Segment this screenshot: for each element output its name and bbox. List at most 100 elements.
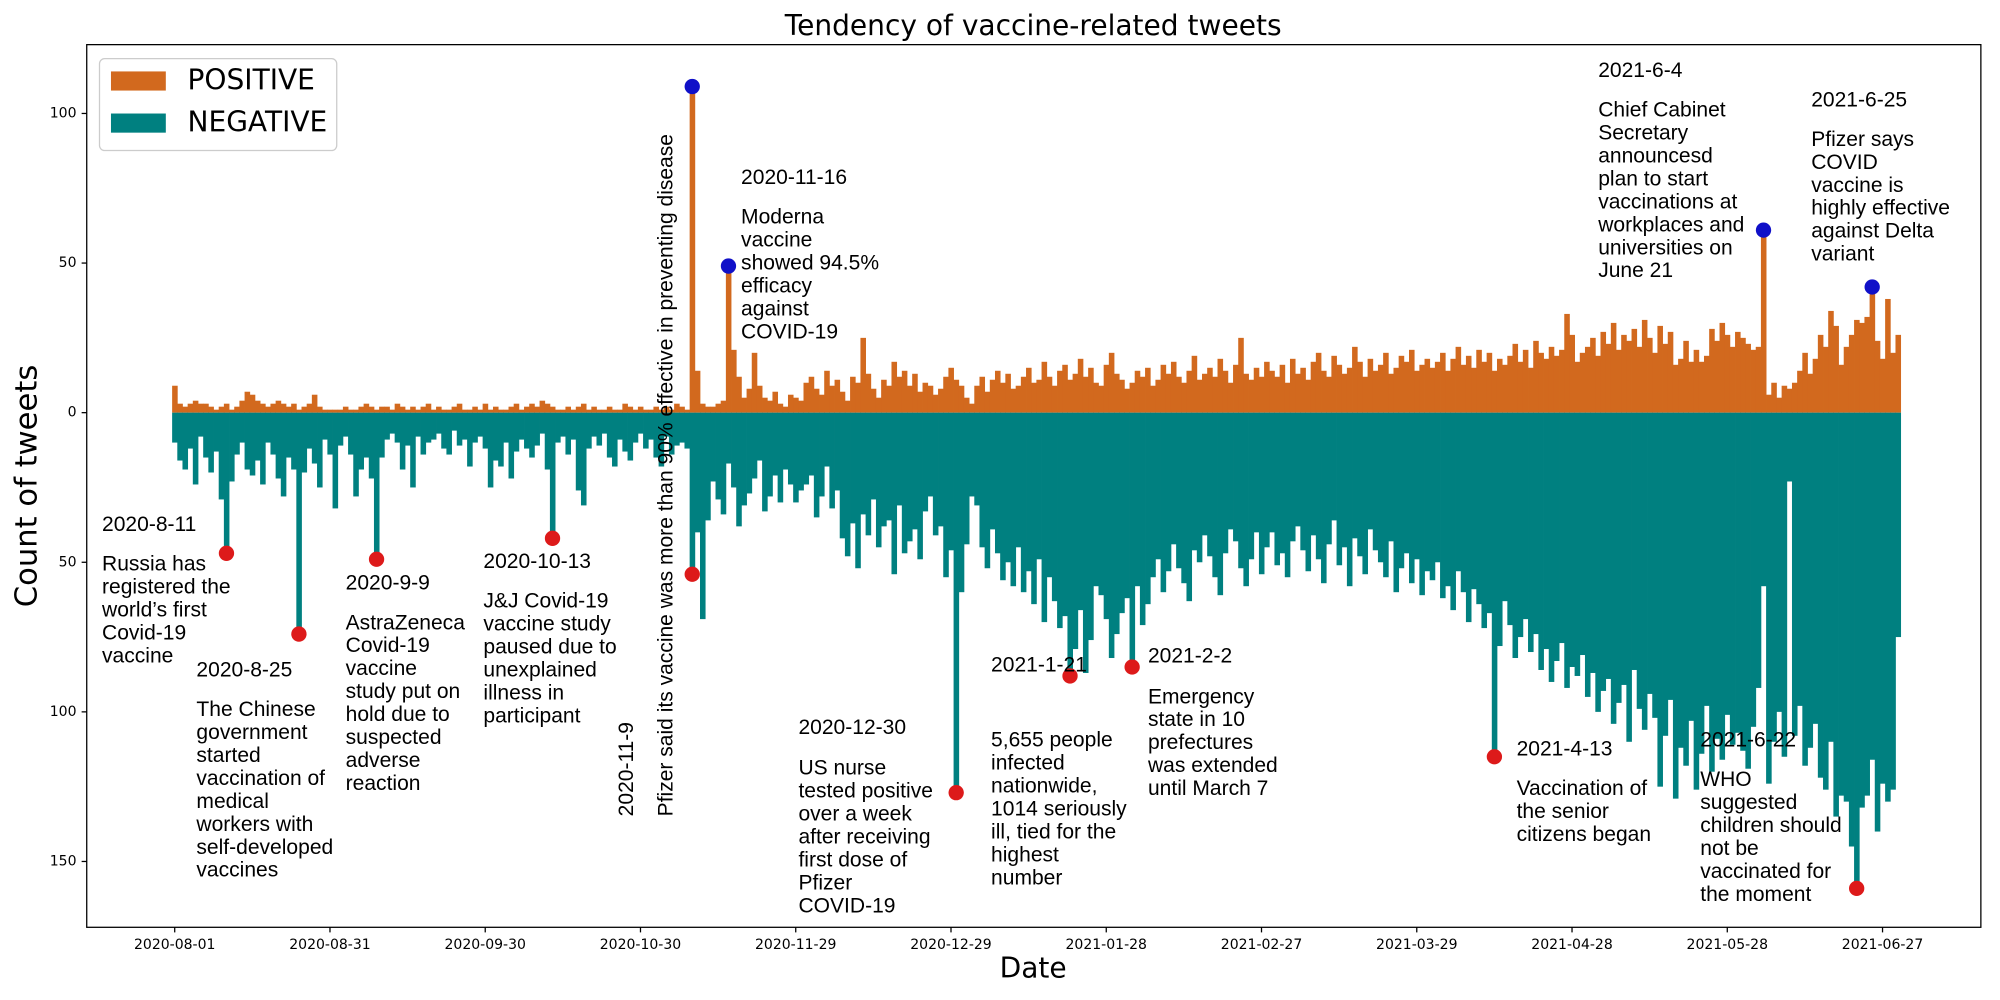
bar	[239, 400, 245, 413]
bar	[1098, 412, 1105, 596]
annotation-text: variant	[1811, 243, 1874, 266]
bar	[1321, 370, 1327, 413]
bar	[648, 412, 654, 440]
event-marker	[1486, 749, 1503, 765]
bar	[1057, 370, 1063, 413]
annotation-text: Chief Cabinet	[1598, 99, 1726, 122]
annotation-text: ill, tied for the	[991, 820, 1116, 843]
bar	[1289, 358, 1296, 413]
bar	[824, 370, 830, 413]
bar	[270, 412, 277, 455]
bar	[777, 403, 784, 413]
bar	[803, 412, 810, 485]
bar	[1543, 358, 1550, 413]
x-tick-label: 2021-02-27	[1221, 937, 1302, 953]
bar	[819, 412, 825, 497]
bar	[1709, 412, 1715, 772]
bar	[694, 370, 701, 413]
bar	[198, 403, 204, 413]
bar	[1626, 412, 1632, 742]
bar	[477, 412, 484, 437]
bar	[172, 412, 178, 443]
bar	[870, 412, 877, 500]
bar	[187, 412, 194, 449]
bar	[1848, 412, 1855, 847]
bar	[1134, 412, 1141, 587]
bar	[182, 406, 189, 413]
bar	[932, 412, 939, 536]
bar	[555, 409, 561, 413]
bar	[1641, 319, 1648, 413]
bar	[203, 412, 209, 458]
y-tick-label: 100	[50, 704, 77, 720]
bar	[342, 406, 349, 413]
bar	[451, 412, 458, 431]
bar	[969, 412, 975, 497]
bar	[782, 412, 789, 470]
bar	[886, 385, 892, 413]
bar	[1776, 412, 1783, 712]
y-tick-label: 100	[50, 105, 77, 121]
annotation-text: citizens began	[1517, 823, 1651, 846]
bar	[829, 385, 835, 413]
bar	[1310, 412, 1317, 536]
bar	[280, 412, 287, 497]
bar	[1662, 412, 1669, 736]
bar	[1616, 412, 1622, 703]
annotation-text: children should	[1700, 814, 1841, 837]
bar	[1046, 376, 1053, 413]
bar	[1305, 412, 1312, 572]
bar	[1745, 343, 1751, 413]
bar	[332, 409, 339, 413]
bar	[1134, 370, 1141, 413]
bar	[1258, 376, 1265, 413]
bar	[477, 409, 484, 413]
bar	[1414, 370, 1420, 413]
bar	[1838, 364, 1845, 413]
bar	[953, 379, 960, 413]
bar	[1859, 322, 1865, 413]
bar	[332, 412, 339, 509]
bar	[1553, 355, 1560, 413]
bar	[1419, 364, 1425, 413]
bar	[1522, 412, 1529, 620]
bar	[1823, 412, 1829, 790]
annotation-text: infected	[991, 752, 1065, 775]
bar	[1264, 412, 1270, 548]
legend-swatch	[110, 71, 166, 91]
bar	[637, 406, 644, 413]
bar	[989, 379, 996, 413]
bar	[317, 406, 323, 413]
bar	[948, 412, 954, 551]
bar	[891, 412, 898, 575]
bar	[834, 379, 841, 413]
bar	[1377, 412, 1384, 563]
bar	[984, 391, 991, 413]
bar	[1346, 412, 1353, 587]
bar	[1181, 382, 1187, 413]
bar	[762, 412, 768, 512]
bar	[1424, 358, 1431, 413]
bar	[1652, 412, 1658, 718]
bar	[1155, 379, 1161, 413]
event-marker	[1124, 659, 1140, 675]
bar	[1729, 412, 1736, 745]
bar	[1631, 412, 1638, 670]
bar	[963, 412, 970, 545]
bar	[534, 412, 540, 446]
bar	[1766, 394, 1772, 413]
bar	[1139, 376, 1146, 413]
bar	[1502, 364, 1508, 413]
bar	[751, 412, 758, 479]
bar	[1574, 412, 1581, 676]
bar	[285, 406, 292, 413]
bar	[1621, 334, 1627, 413]
annotation-text: study put on	[346, 680, 461, 703]
bar	[1465, 412, 1472, 623]
bar	[787, 412, 794, 485]
bar	[518, 412, 525, 440]
bar	[917, 412, 923, 560]
bar	[1243, 412, 1249, 587]
annotation-text: vaccines	[196, 859, 278, 882]
bar	[1616, 349, 1622, 413]
